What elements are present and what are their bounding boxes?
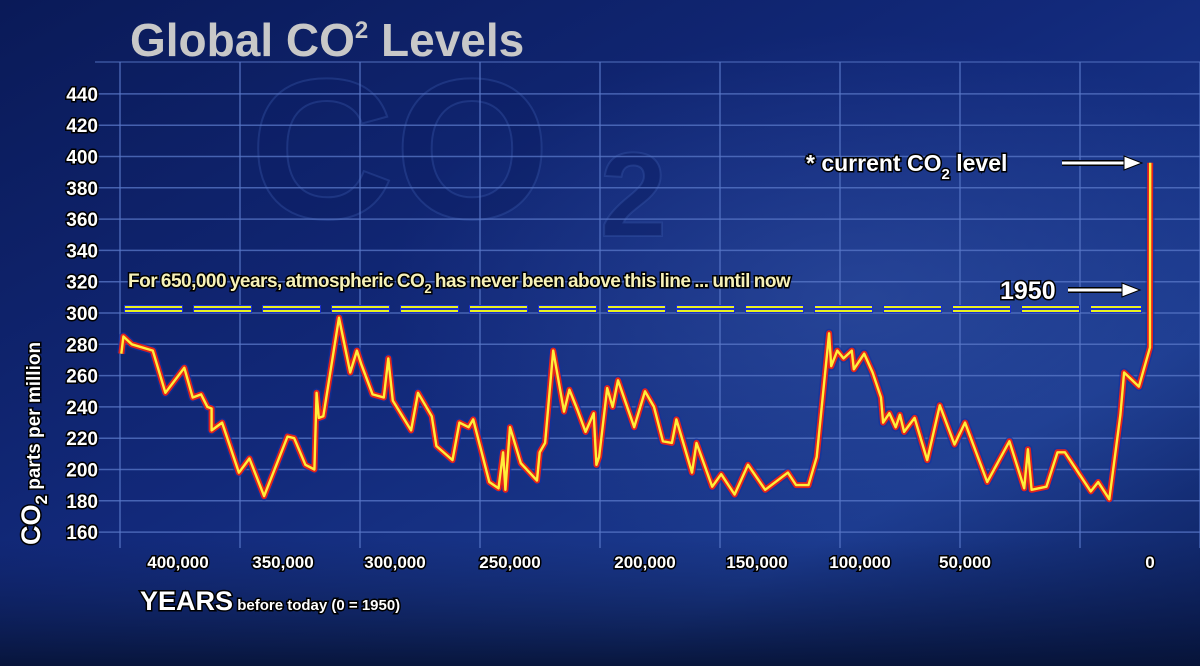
co2-series	[116, 162, 1155, 504]
y-tick-label: 340	[66, 241, 98, 262]
threshold-dash	[400, 305, 459, 313]
threshold-dash-stripe	[332, 310, 389, 312]
threshold-dash	[538, 305, 597, 313]
y-tick-label: 160	[66, 523, 98, 544]
y-tick-label: 240	[66, 398, 98, 419]
x-tick-label: 400,000	[147, 553, 208, 572]
current-level-arrow-icon	[1062, 155, 1144, 171]
threshold-dash-stripe	[608, 306, 665, 308]
threshold-dash-stripe	[1022, 306, 1079, 308]
y-tick-label: 360	[66, 210, 98, 231]
threshold-dash	[745, 305, 804, 313]
threshold-dash-stripe	[1091, 306, 1141, 308]
threshold-dash-stripe	[470, 306, 527, 308]
threshold-dash-stripe	[263, 310, 320, 312]
threshold-dash-stripe	[1022, 310, 1079, 312]
x-tick-label: 50,000	[939, 553, 991, 572]
current-level-annotation: * current CO2 level	[806, 150, 1007, 183]
x-axis-ticks: 400,000 350,000 300,000 250,000 200,000 150,0…	[146, 552, 1156, 574]
threshold-dash	[1021, 305, 1080, 313]
threshold-dash	[952, 305, 1011, 313]
y-tick-label: 440	[66, 85, 98, 106]
threshold-dash	[124, 305, 183, 313]
threshold-dash	[1090, 305, 1142, 313]
y-tick-label: 280	[66, 335, 98, 356]
chart-title: Global CO2 Levels	[130, 14, 524, 66]
threshold-dash-stripe	[263, 306, 320, 308]
threshold-dash-stripe	[401, 306, 458, 308]
y-axis-label: CO2 parts per million	[16, 342, 51, 545]
threshold-dash-stripe	[884, 306, 941, 308]
y-tick-label: 300	[66, 304, 98, 325]
threshold-dash	[607, 305, 666, 313]
threshold-dash-stripe	[815, 310, 872, 312]
threshold-dash-stripe	[608, 310, 665, 312]
threshold-dash	[883, 305, 942, 313]
threshold-dash-stripe	[194, 310, 251, 312]
threshold-dash	[262, 305, 321, 313]
threshold-dash	[469, 305, 528, 313]
x-tick-label: 150,000	[726, 553, 787, 572]
x-tick-label: 100,000	[829, 553, 890, 572]
threshold-dash-stripe	[539, 306, 596, 308]
y-tick-label: 200	[66, 461, 98, 482]
threshold-dash-stripe	[1091, 310, 1141, 312]
watermark-subscript: 2	[600, 128, 667, 262]
threshold-dash	[676, 305, 735, 313]
threshold-dash-stripe	[953, 306, 1010, 308]
y-tick-label: 380	[66, 179, 98, 200]
x-axis-label: YEARS before today (0 = 1950)	[140, 586, 400, 616]
y-tick-label: 260	[66, 367, 98, 388]
threshold-dash-stripe	[815, 306, 872, 308]
threshold-dash	[193, 305, 252, 313]
year-1950-annotation: 1950	[1000, 277, 1056, 305]
threshold-dash	[331, 305, 390, 313]
x-tick-label: 0	[1145, 553, 1154, 572]
x-tick-label: 250,000	[479, 553, 540, 572]
y-tick-label: 420	[66, 116, 98, 137]
x-tick-label: 350,000	[252, 553, 313, 572]
y-tick-label: 220	[66, 429, 98, 450]
threshold-dash-stripe	[125, 310, 182, 312]
background-sea	[0, 540, 1200, 666]
y-tick-label: 180	[66, 492, 98, 513]
watermark-text: CO	[250, 38, 550, 261]
y-tick-label: 400	[66, 148, 98, 169]
x-tick-label: 300,000	[364, 553, 425, 572]
threshold-dash-stripe	[401, 310, 458, 312]
threshold-dash-stripe	[746, 306, 803, 308]
threshold-dash-stripe	[677, 306, 734, 308]
threshold-dash-stripe	[953, 310, 1010, 312]
y-axis-ticks: 160 180 200 220 240 260 280 300 320 340 360 380 400 4…	[65, 83, 100, 545]
threshold-annotation: For 650,000 years, atmospheric CO2 has n…	[128, 271, 791, 296]
threshold-dash-stripe	[746, 310, 803, 312]
threshold-dash-stripe	[677, 310, 734, 312]
series-line	[120, 162, 1152, 501]
threshold-line	[124, 305, 1142, 313]
threshold-dash-stripe	[332, 306, 389, 308]
threshold-dash	[814, 305, 873, 313]
watermark: CO 2	[249, 37, 668, 263]
x-tick-label: 200,000	[614, 553, 675, 572]
threshold-dash-stripe	[125, 306, 182, 308]
threshold-dash-stripe	[539, 310, 596, 312]
threshold-dash-stripe	[470, 310, 527, 312]
threshold-dash-stripe	[194, 306, 251, 308]
year-1950-arrow-icon	[1068, 282, 1142, 298]
y-tick-label: 320	[66, 273, 98, 294]
threshold-dash-stripe	[884, 310, 941, 312]
